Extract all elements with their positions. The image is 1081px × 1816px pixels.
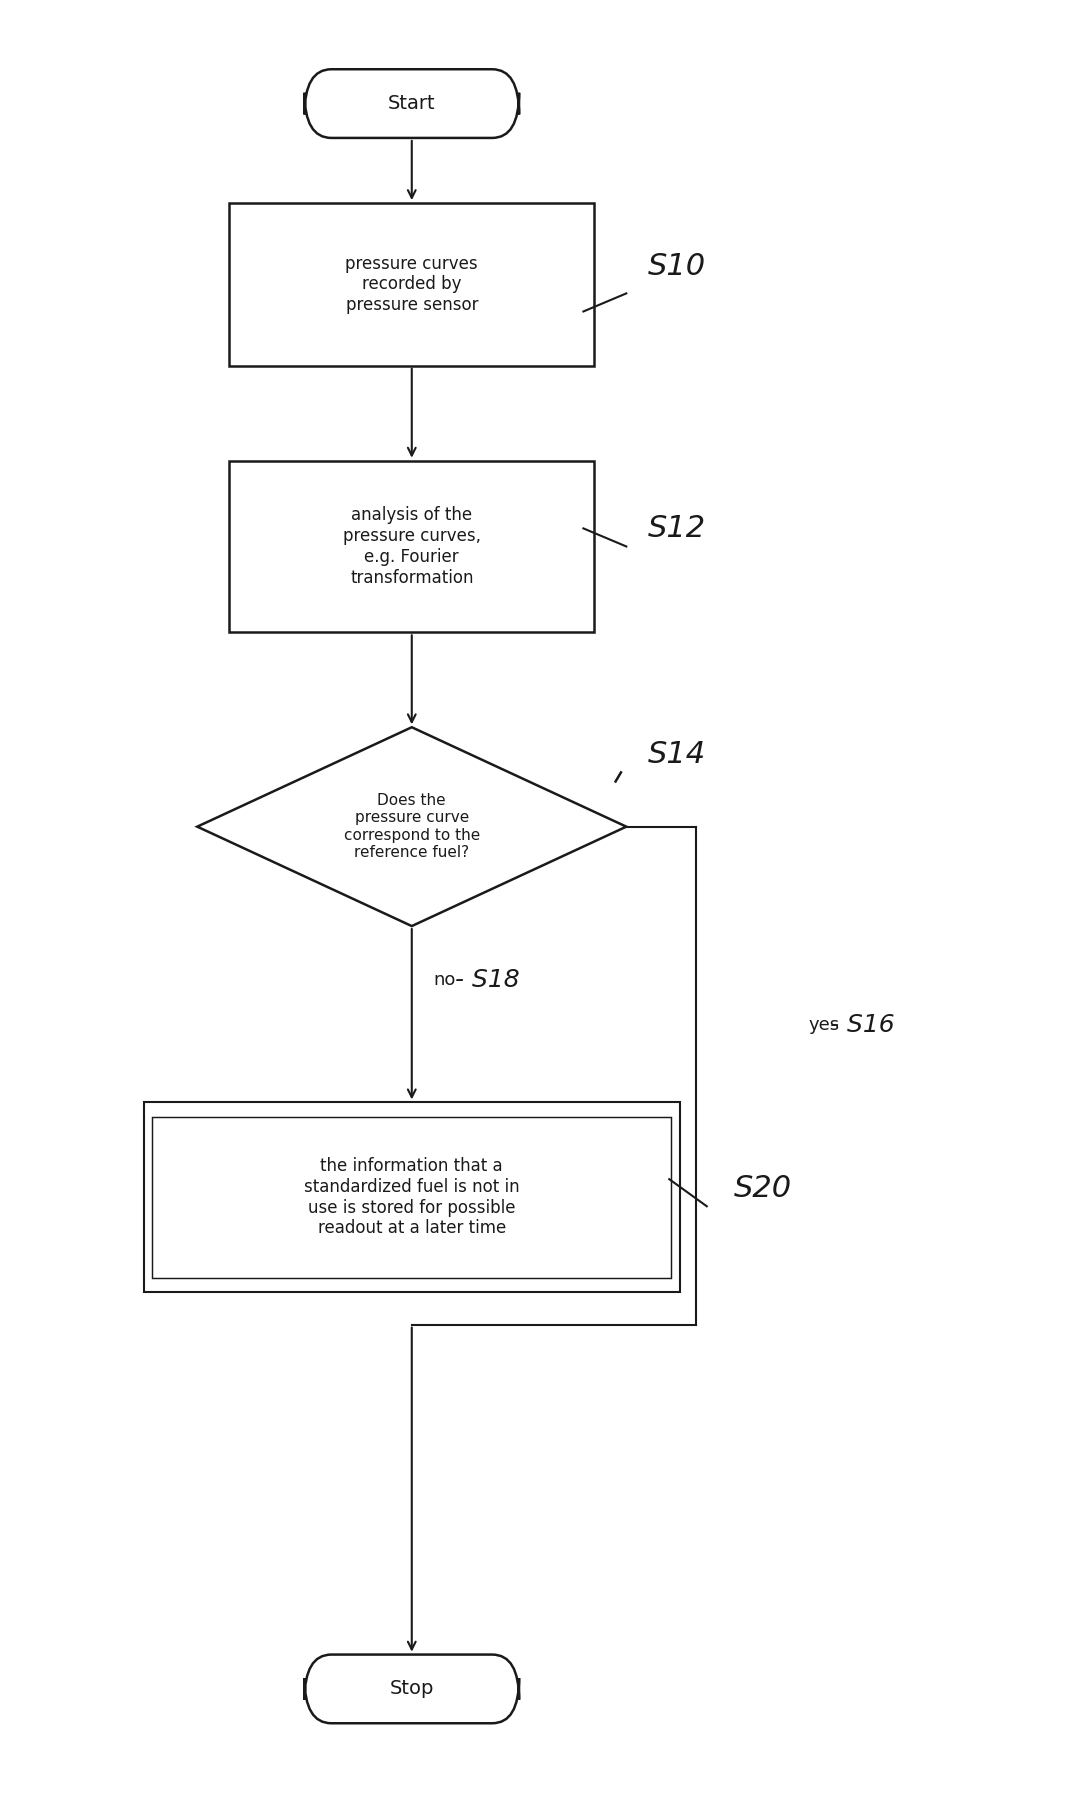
Bar <box>144 1102 680 1293</box>
Text: Stop: Stop <box>389 1680 433 1698</box>
Text: - S18: - S18 <box>455 968 519 992</box>
Text: no: no <box>433 972 455 990</box>
Text: pressure curves
recorded by
pressure sensor: pressure curves recorded by pressure sen… <box>346 254 478 314</box>
Bar <box>229 461 595 632</box>
Bar <box>152 1117 671 1278</box>
Text: analysis of the
pressure curves,
e.g. Fourier
transformation: analysis of the pressure curves, e.g. Fo… <box>343 507 481 587</box>
Text: S12: S12 <box>648 514 706 543</box>
Text: - S16: - S16 <box>830 1013 895 1037</box>
Text: the information that a
standardized fuel is not in
use is stored for possible
re: the information that a standardized fuel… <box>304 1157 520 1237</box>
Text: S20: S20 <box>734 1173 791 1202</box>
Text: yes: yes <box>809 1017 840 1035</box>
Text: S10: S10 <box>648 252 706 281</box>
Text: Does the
pressure curve
correspond to the
reference fuel?: Does the pressure curve correspond to th… <box>344 794 480 861</box>
FancyBboxPatch shape <box>305 69 519 138</box>
Text: S14: S14 <box>648 739 706 768</box>
Polygon shape <box>197 726 626 926</box>
FancyBboxPatch shape <box>305 1654 519 1723</box>
Text: Start: Start <box>388 94 436 113</box>
Bar <box>229 203 595 365</box>
